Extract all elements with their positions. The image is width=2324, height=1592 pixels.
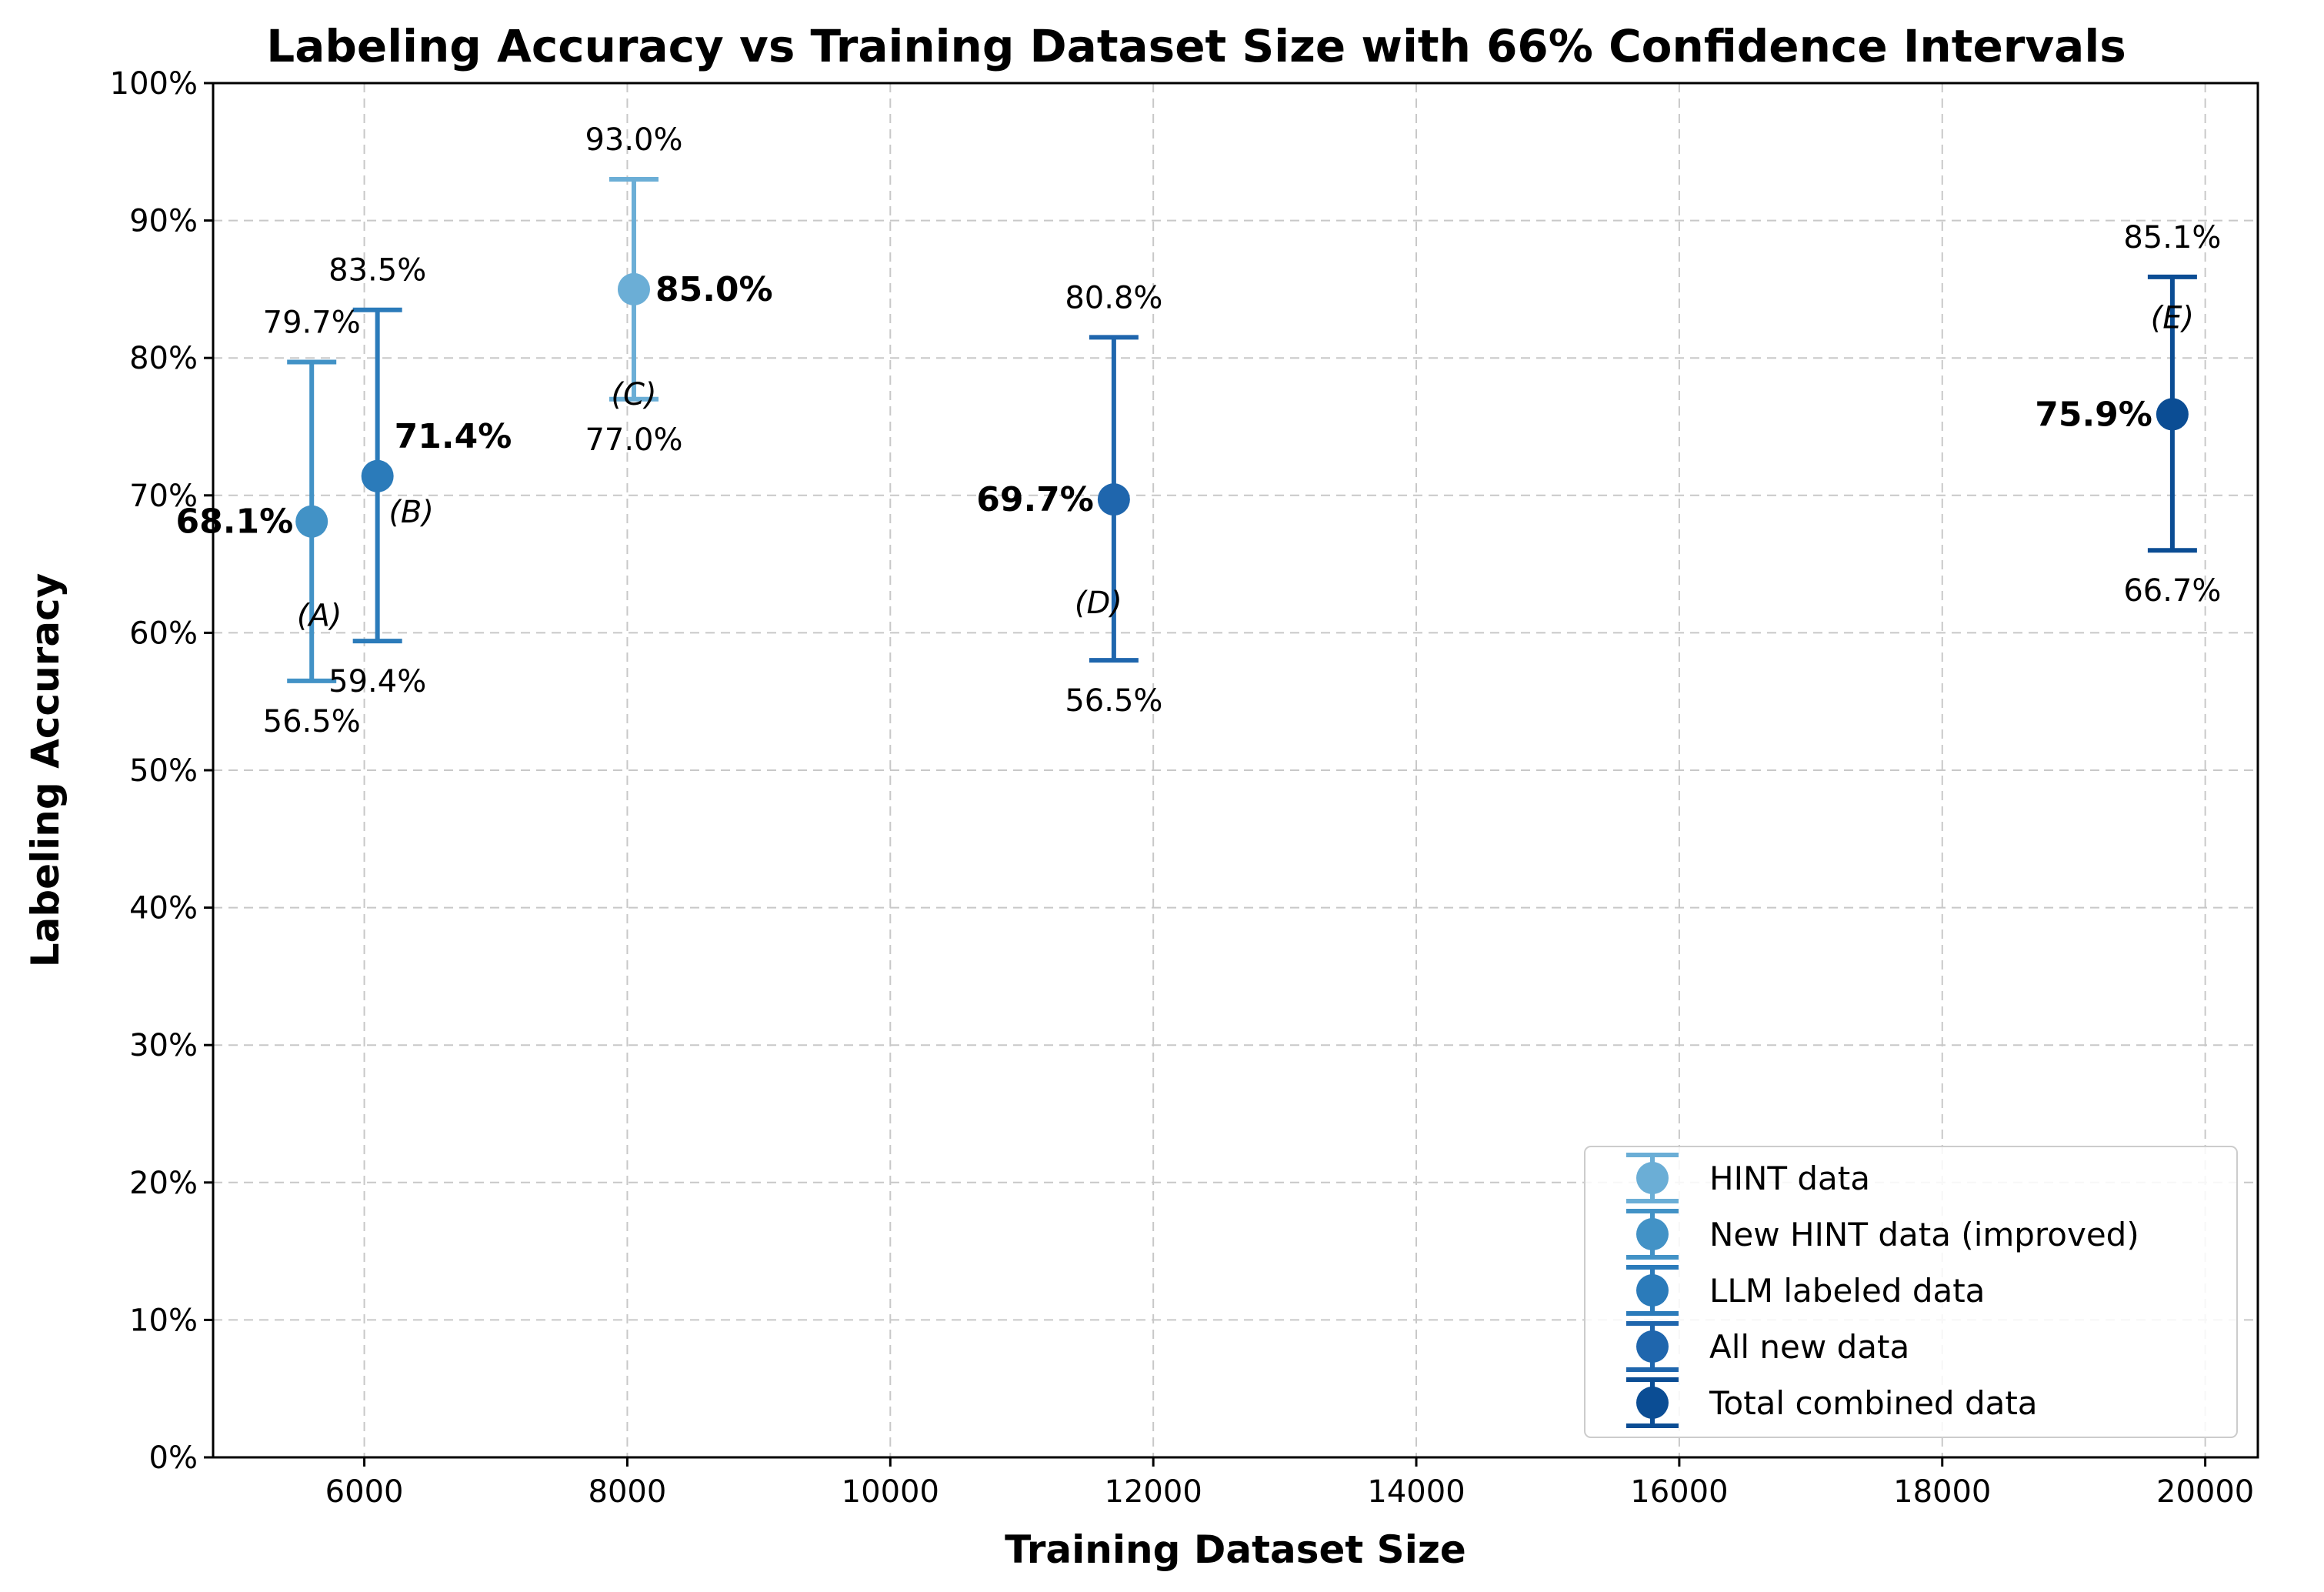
series-0 — [609, 177, 659, 402]
legend-marker-dot — [1636, 1162, 1669, 1194]
upper-bound-label: 85.1% — [2123, 220, 2221, 255]
value-label: 85.0% — [655, 270, 773, 309]
y-tick-label: 0% — [149, 1440, 198, 1476]
series-3 — [1089, 335, 1139, 663]
y-tick-label: 20% — [129, 1166, 198, 1201]
legend-items: HINT data New HINT data (improved) LLM lab… — [1626, 1153, 2139, 1428]
chart-title: Labeling Accuracy vs Training Dataset Si… — [266, 20, 2126, 72]
lower-bound-label: 77.0% — [585, 422, 682, 458]
x-tick-label: 14000 — [1367, 1474, 1465, 1510]
x-tick-label: 18000 — [1893, 1474, 1991, 1510]
upper-bound-label: 83.5% — [328, 253, 426, 289]
x-tick-label: 6000 — [325, 1474, 404, 1510]
legend-label: All new data — [1709, 1328, 1909, 1366]
y-tick-label: 40% — [129, 891, 198, 926]
lower-bound-label: 59.4% — [328, 664, 426, 699]
x-axis: 6000 8000 10000 12000 14000 16000 18000 20000 — [325, 1457, 2254, 1510]
legend-label: New HINT data (improved) — [1709, 1216, 2139, 1253]
data-point — [1097, 483, 1130, 516]
value-label: 69.7% — [976, 480, 1094, 519]
legend-marker-dot — [1636, 1387, 1669, 1419]
x-tick-label: 20000 — [2156, 1474, 2254, 1510]
x-tick-label: 8000 — [589, 1474, 667, 1510]
legend-item: New HINT data (improved) — [1626, 1209, 2139, 1260]
value-label: 68.1% — [176, 502, 294, 542]
upper-bound-label: 80.8% — [1065, 280, 1162, 315]
legend: HINT data New HINT data (improved) LLM lab… — [1584, 1146, 2238, 1438]
x-axis-label: Training Dataset Size — [1005, 1527, 1466, 1572]
data-point — [295, 505, 328, 538]
legend-item: LLM labeled data — [1626, 1265, 1985, 1316]
legend-label: LLM labeled data — [1709, 1272, 1985, 1310]
x-tick-label: 16000 — [1630, 1474, 1728, 1510]
series-2 — [352, 307, 402, 644]
y-tick-label: 70% — [129, 479, 198, 514]
legend-label: Total combined data — [1709, 1384, 2038, 1422]
y-axis: 0% 10% 20% 30% 40% 50% 60% 70% 80% 90% 100% — [110, 66, 213, 1476]
y-tick-label: 30% — [129, 1028, 198, 1063]
y-tick-label: 50% — [129, 753, 198, 789]
y-tick-label: 100% — [110, 66, 198, 102]
data-point — [617, 272, 650, 305]
lower-bound-label: 56.5% — [263, 704, 361, 739]
value-label: 71.4% — [395, 417, 512, 456]
annotation-layer: 85.0% 93.0% 77.0% (C) 68.1% 79.7% 56.5% (A) 71.4… — [176, 122, 2222, 739]
legend-marker-dot — [1636, 1330, 1669, 1363]
y-tick-label: 80% — [129, 341, 198, 376]
series-layer — [287, 177, 2197, 683]
legend-item: Total combined data — [1626, 1377, 2038, 1428]
legend-marker-dot — [1636, 1218, 1669, 1250]
legend-item: HINT data — [1626, 1153, 1870, 1203]
upper-bound-label: 93.0% — [585, 122, 682, 158]
legend-item: All new data — [1626, 1321, 1909, 1372]
point-tag: (C) — [611, 377, 656, 412]
y-tick-label: 10% — [129, 1303, 198, 1338]
upper-bound-label: 79.7% — [263, 305, 361, 341]
data-point — [2156, 398, 2189, 431]
series-4 — [2147, 274, 2197, 553]
x-tick-label: 12000 — [1105, 1474, 1202, 1510]
point-tag: (A) — [297, 599, 342, 634]
point-tag: (D) — [1075, 586, 1122, 621]
x-tick-label: 10000 — [842, 1474, 939, 1510]
legend-label: HINT data — [1709, 1160, 1870, 1197]
lower-bound-label: 66.7% — [2123, 573, 2221, 609]
series-1 — [287, 359, 337, 683]
point-tag: (B) — [388, 495, 434, 530]
legend-box — [1584, 1146, 2238, 1438]
legend-marker-dot — [1636, 1274, 1669, 1307]
value-label: 75.9% — [2035, 395, 2152, 434]
point-tag: (E) — [2151, 300, 2194, 335]
y-axis-label: Labeling Accuracy — [23, 573, 68, 968]
data-point — [361, 459, 394, 492]
lower-bound-label: 56.5% — [1065, 683, 1162, 719]
y-tick-label: 90% — [129, 204, 198, 239]
y-tick-label: 60% — [129, 616, 198, 651]
